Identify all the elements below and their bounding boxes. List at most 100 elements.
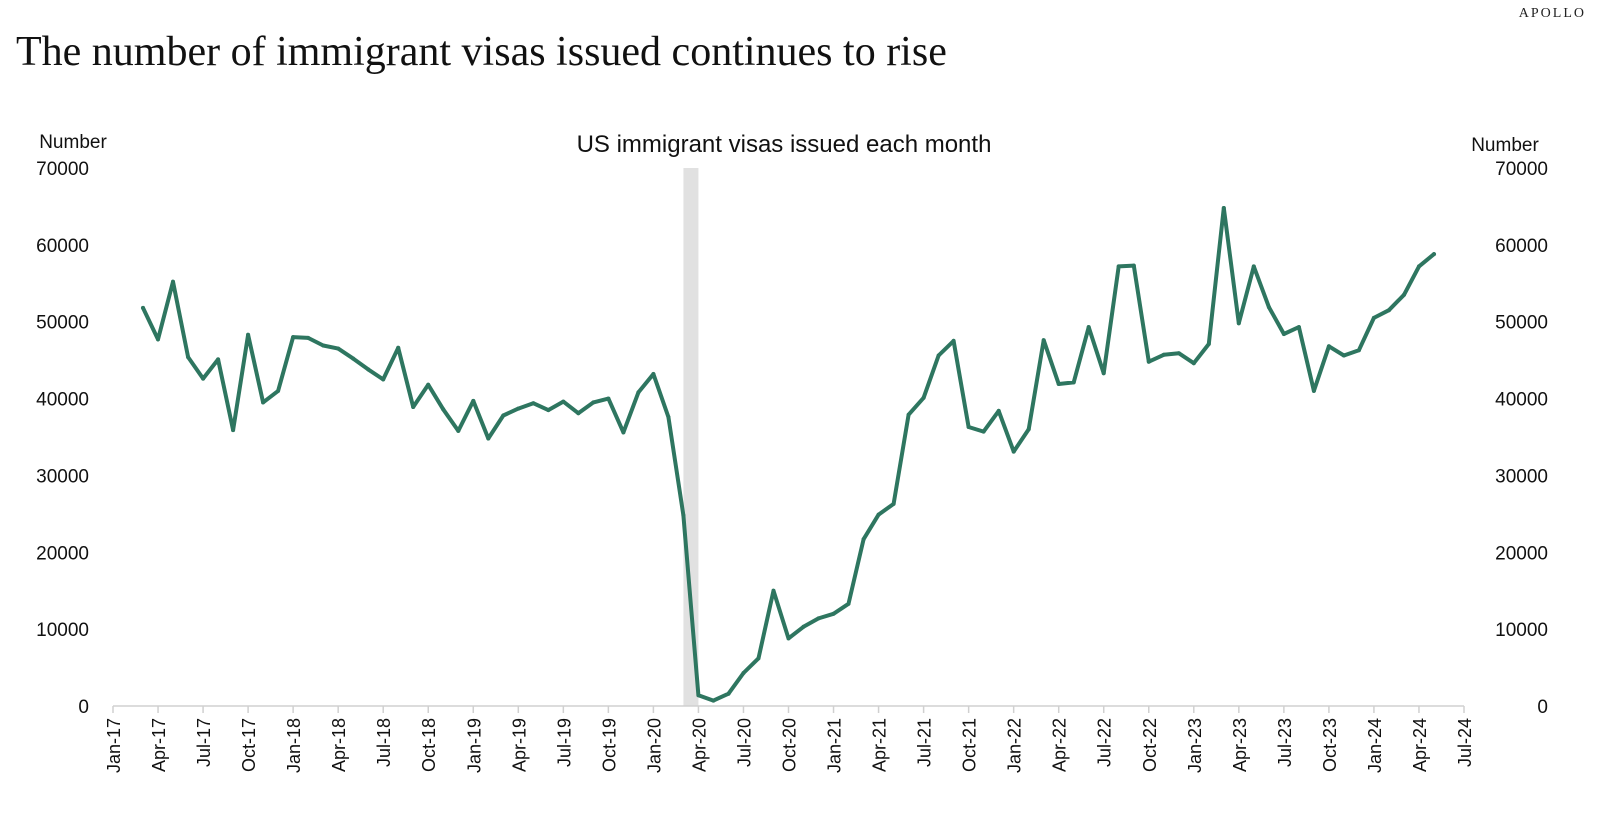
- x-tick-label: Apr-20: [689, 718, 709, 772]
- x-tick-label: Jul-20: [734, 718, 754, 767]
- data-point: [1432, 252, 1436, 257]
- data-point: [771, 588, 776, 593]
- data-point: [921, 395, 926, 400]
- data-point: [696, 693, 701, 698]
- x-tick-label: Oct-23: [1320, 718, 1340, 772]
- data-point: [1251, 264, 1256, 269]
- x-tick-label: Jan-18: [284, 718, 304, 773]
- data-point: [1041, 338, 1046, 343]
- right-y-tick-label: 40000: [1495, 390, 1548, 411]
- data-point: [861, 537, 866, 542]
- data-point: [1056, 382, 1061, 386]
- x-tick-label: Apr-24: [1410, 718, 1430, 772]
- x-tick-label: Apr-19: [509, 718, 529, 772]
- data-point: [246, 332, 251, 337]
- right-y-tick-label: 10000: [1495, 620, 1548, 641]
- data-point: [501, 413, 506, 418]
- data-point: [681, 513, 686, 518]
- left-y-tick-label: 40000: [36, 390, 89, 411]
- x-tick-label: Jul-19: [554, 718, 574, 767]
- data-point: [741, 671, 746, 675]
- data-point: [591, 400, 596, 405]
- data-point: [1341, 353, 1346, 358]
- right-y-tick-label: 30000: [1495, 466, 1548, 487]
- x-tick-label: Jul-22: [1095, 718, 1115, 767]
- left-y-tick-label: 50000: [36, 313, 89, 334]
- x-tick-label: Jan-23: [1185, 718, 1205, 773]
- data-point: [381, 377, 386, 382]
- data-point: [606, 396, 611, 401]
- data-point: [1236, 321, 1241, 326]
- left-y-tick-label: 0: [78, 697, 89, 718]
- data-point: [276, 388, 281, 393]
- data-point: [306, 335, 311, 340]
- right-y-tick-label: 20000: [1495, 543, 1548, 564]
- data-point: [396, 345, 401, 350]
- x-tick-label: Jul-17: [194, 718, 214, 767]
- data-point: [561, 399, 566, 404]
- data-point: [1266, 305, 1271, 310]
- left-y-tick-label: 20000: [36, 543, 89, 564]
- data-point: [1281, 332, 1286, 336]
- data-point: [1386, 308, 1391, 313]
- data-point: [651, 372, 656, 376]
- chart-title: US immigrant visas issued each month: [577, 131, 992, 158]
- data-point: [726, 691, 731, 696]
- x-tick-label: Oct-19: [599, 718, 619, 772]
- data-point: [1086, 325, 1091, 330]
- data-point: [1296, 325, 1301, 330]
- x-tick-label: Oct-18: [419, 718, 439, 772]
- data-point: [186, 355, 191, 360]
- x-tick-label: Jan-24: [1365, 718, 1385, 773]
- x-tick-label: Jul-23: [1275, 718, 1295, 767]
- brand-logo: APOLLO: [1518, 6, 1586, 21]
- x-tick-label: Jan-20: [644, 718, 664, 773]
- data-point: [456, 428, 461, 433]
- data-point: [1176, 351, 1181, 356]
- data-point: [141, 305, 145, 310]
- data-point: [366, 367, 371, 372]
- right-y-tick-label: 50000: [1495, 313, 1548, 334]
- data-point: [156, 337, 160, 342]
- right-y-tick-label: 60000: [1495, 236, 1548, 257]
- x-tick-label: Jan-22: [1005, 718, 1025, 773]
- data-point: [786, 636, 791, 641]
- left-y-tick-label: 60000: [36, 236, 89, 257]
- data-point: [1402, 292, 1406, 297]
- x-tick-label: Oct-22: [1140, 718, 1160, 772]
- data-point: [171, 279, 175, 284]
- x-tick-label: Jul-24: [1455, 718, 1475, 767]
- data-point: [996, 408, 1001, 413]
- x-tick-label: Apr-21: [870, 718, 890, 772]
- left-axis-label: Number: [39, 132, 107, 153]
- data-point: [1161, 352, 1166, 357]
- data-point: [201, 376, 206, 381]
- data-point: [1221, 206, 1226, 210]
- data-point: [621, 430, 626, 435]
- data-point: [1206, 342, 1211, 346]
- data-point: [951, 338, 956, 343]
- data-point: [441, 407, 446, 412]
- data-point: [1011, 449, 1016, 454]
- left-y-tick-label: 70000: [36, 159, 89, 180]
- x-tick-label: Oct-20: [780, 718, 800, 772]
- data-point: [576, 411, 581, 416]
- data-point: [711, 698, 716, 703]
- data-point: [1417, 264, 1421, 269]
- data-point: [471, 398, 476, 403]
- data-point: [1371, 315, 1376, 320]
- data-point: [351, 356, 356, 361]
- data-point: [486, 436, 491, 441]
- data-point: [876, 512, 881, 517]
- data-point: [321, 343, 326, 348]
- data-point: [1356, 348, 1361, 353]
- page-headline: The number of immigrant visas issued con…: [16, 29, 947, 75]
- x-tick-label: Apr-17: [149, 718, 169, 772]
- data-point: [636, 390, 641, 395]
- data-point: [1146, 359, 1151, 364]
- data-point: [291, 335, 296, 340]
- data-point: [981, 429, 986, 434]
- data-point: [1101, 371, 1106, 376]
- x-tick-label: Apr-22: [1050, 718, 1070, 772]
- data-point: [531, 401, 536, 406]
